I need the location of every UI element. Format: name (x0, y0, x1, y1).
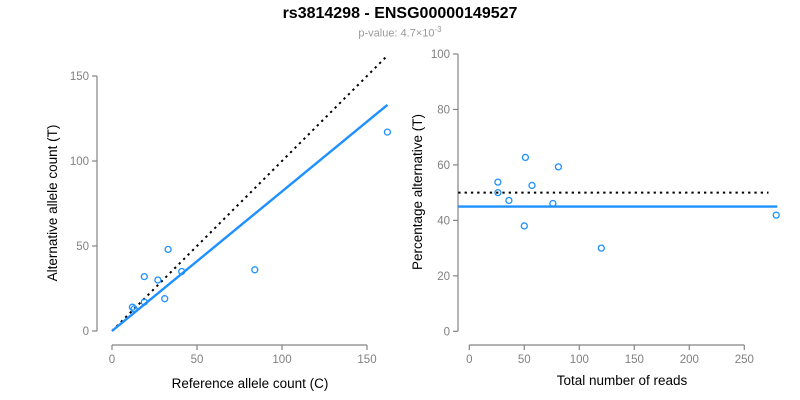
y-axis-label: Percentage alternative (T) (410, 114, 425, 270)
data-point (528, 181, 536, 190)
data-point (505, 196, 513, 205)
data-point (161, 295, 169, 303)
data-point (772, 211, 780, 219)
data-point (164, 245, 172, 254)
chart-subtitle: p-value: 4.7×10-3 (0, 25, 800, 40)
y-tick-label: 60 (437, 160, 450, 172)
identity-line (111, 54, 389, 332)
pvalue-text: p-value: 4.7×10 (358, 27, 435, 40)
data-point (549, 199, 557, 208)
data-point (140, 272, 148, 281)
x-tick-label: 250 (735, 354, 754, 366)
chart-title: rs3814298 - ENSG00000149527 (282, 5, 518, 22)
x-tick-label: 50 (191, 354, 204, 366)
x-tick-label: 0 (109, 354, 115, 366)
data-point (383, 128, 392, 136)
x-tick-label: 150 (625, 354, 644, 366)
x-axis-label: Reference allele count (C) (172, 376, 329, 391)
data-point (128, 303, 137, 311)
x-tick-label: 100 (272, 354, 291, 366)
y-tick-label: 50 (76, 241, 89, 253)
left-plot: 0 50 100 150 0 50 100 150 Reference allele count… (45, 54, 392, 391)
y-tick-label: 100 (431, 49, 450, 61)
data-point (494, 188, 502, 197)
y-tick-label: 80 (437, 104, 450, 116)
y-tick-label: 150 (70, 71, 89, 83)
regression-line (111, 103, 389, 332)
y-tick-label: 40 (437, 215, 450, 227)
data-point (140, 298, 148, 306)
y-tick-label: 20 (437, 271, 450, 283)
y-tick-label: 0 (83, 326, 89, 338)
data-point (178, 267, 186, 276)
pvalue-exponent: -3 (434, 25, 442, 34)
y-tick-label: 0 (444, 326, 450, 338)
x-tick-label: 50 (518, 354, 531, 366)
y-axis-label: Alternative allele count (T) (45, 125, 60, 282)
x-axis-label: Total number of reads (557, 373, 688, 388)
y-tick-label: 100 (70, 156, 89, 168)
data-point (520, 222, 528, 230)
data-point (494, 178, 502, 186)
data-point (251, 266, 259, 274)
data-point (154, 276, 162, 284)
x-tick-label: 0 (466, 354, 472, 366)
data-point (130, 305, 138, 313)
data-point (597, 244, 605, 252)
data-point (521, 153, 530, 162)
x-tick-label: 150 (357, 354, 376, 366)
right-plot: 0 20 40 60 80 100 0 50 100 150 200 250 Total number … (410, 49, 780, 388)
x-tick-label: 100 (570, 354, 589, 366)
data-point (554, 163, 563, 171)
x-tick-label: 200 (680, 354, 699, 366)
